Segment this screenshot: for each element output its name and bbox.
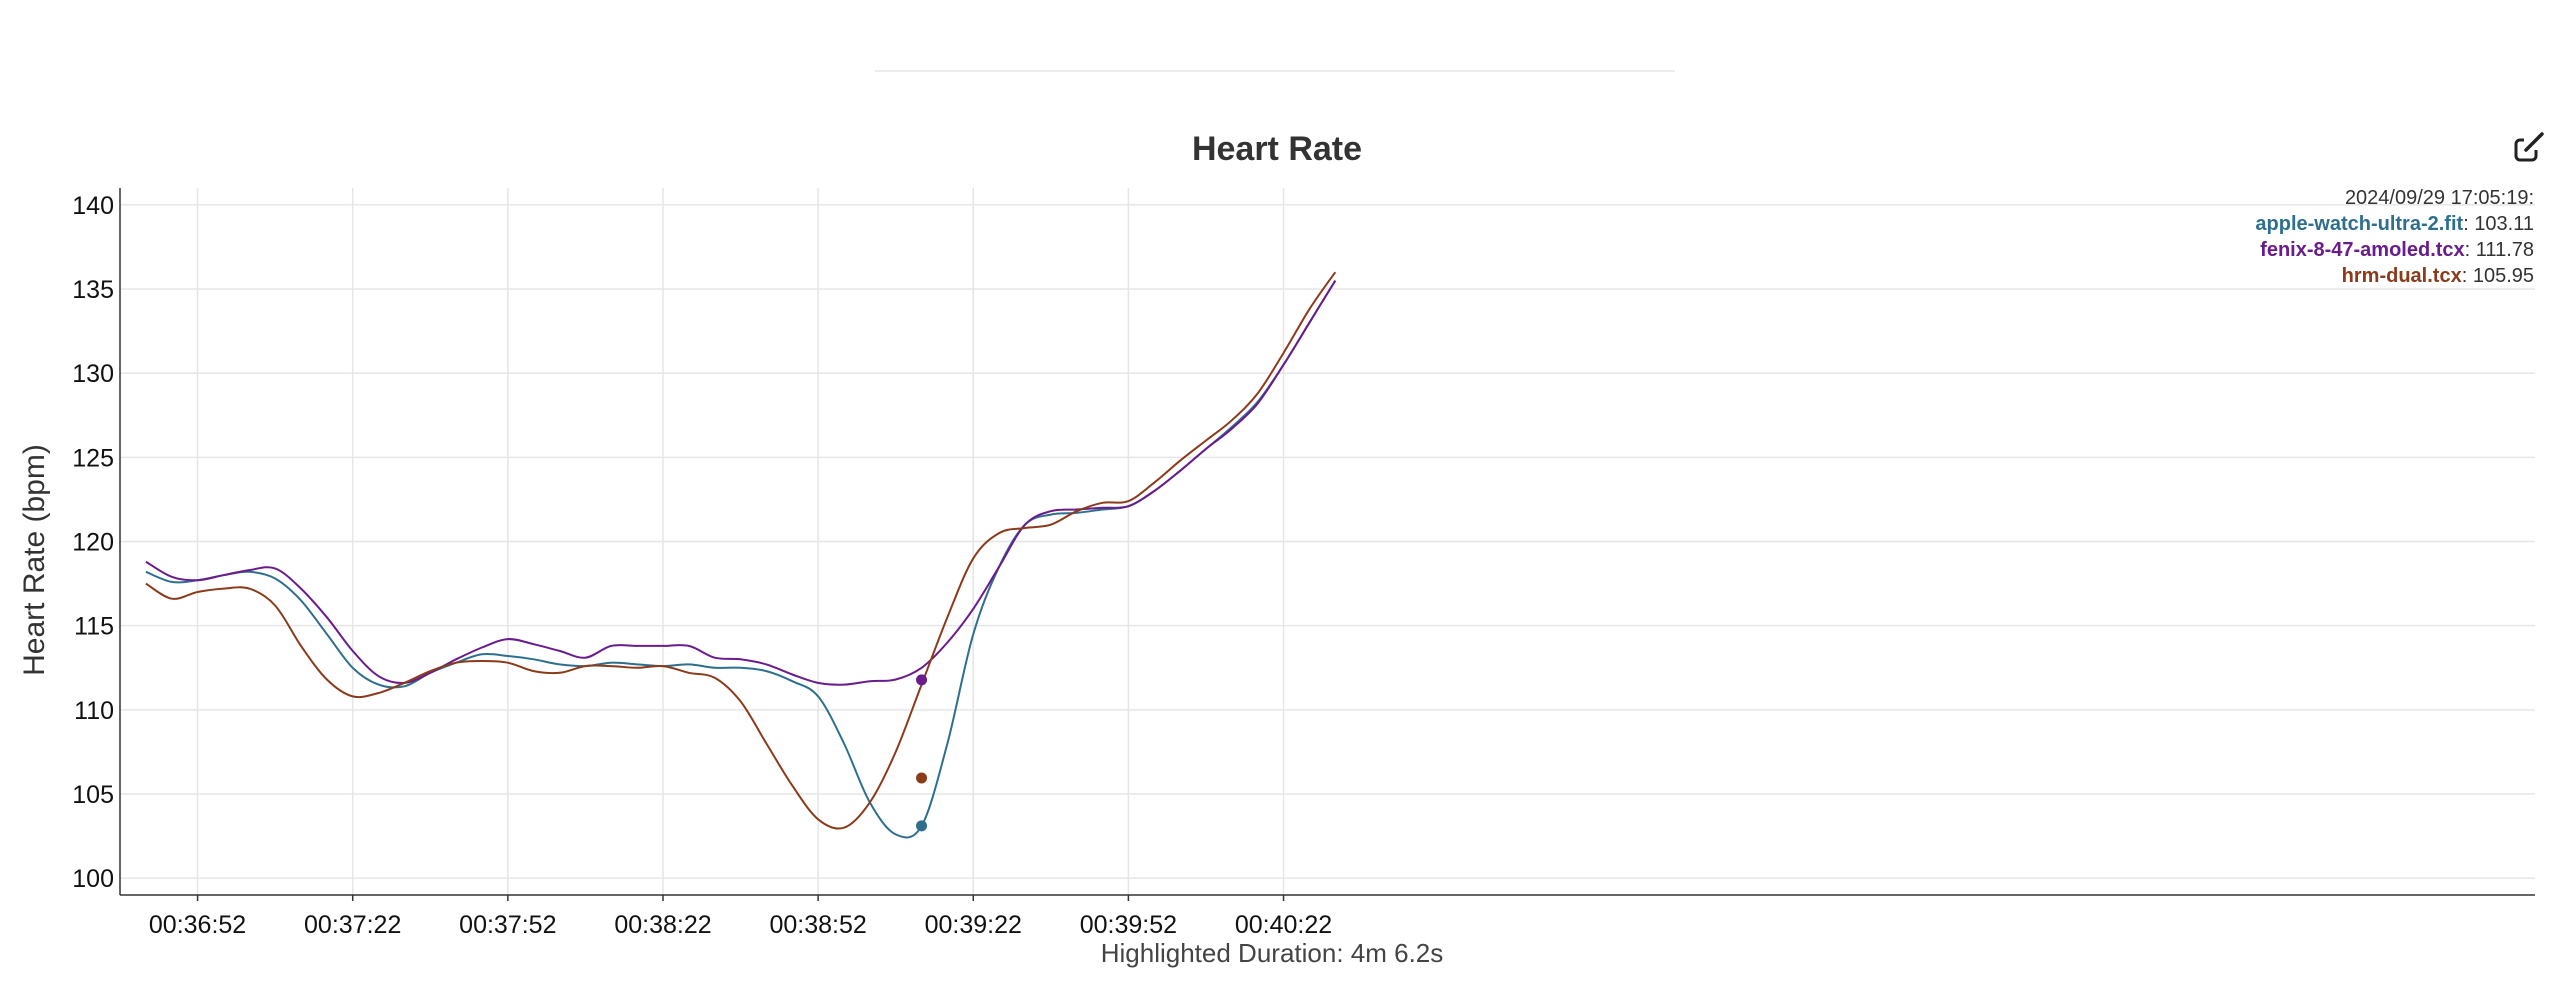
legend-separator: : xyxy=(2462,265,2473,287)
legend-timestamp: 2024/09/29 17:05:19: xyxy=(2345,187,2534,209)
x-tick-label: 00:39:22 xyxy=(925,911,1022,939)
y-tick-label: 115 xyxy=(74,613,114,641)
legend-item: fenix-8-47-amoled.tcx: 111.78 xyxy=(2260,239,2534,261)
y-axis-label: Heart Rate (bpm) xyxy=(18,444,51,676)
legend-separator: : xyxy=(2465,239,2476,261)
cursor-point xyxy=(916,674,927,685)
legend-series-value: 103.11 xyxy=(2474,213,2534,235)
series-layer xyxy=(146,272,1335,837)
y-tick-label: 100 xyxy=(72,865,114,893)
x-tick-label: 00:38:52 xyxy=(769,911,866,939)
legend-series-value: 111.78 xyxy=(2476,239,2534,261)
y-tick-label: 110 xyxy=(74,697,114,725)
x-tick-label: 00:39:52 xyxy=(1080,911,1177,939)
edit-icon[interactable] xyxy=(2516,134,2544,160)
y-tick-label: 105 xyxy=(72,781,114,809)
legend-series-value: 105.95 xyxy=(2473,265,2534,287)
x-tick-label: 00:36:52 xyxy=(149,911,246,939)
x-tick-label: 00:37:52 xyxy=(459,911,556,939)
y-tick-label: 130 xyxy=(72,360,114,388)
y-tick-label: 140 xyxy=(72,192,114,220)
legend-series-name: apple-watch-ultra-2.fit xyxy=(2255,213,2463,235)
cursor-markers xyxy=(916,674,927,831)
series-line xyxy=(146,272,1335,828)
legend: 2024/09/29 17:05:19: apple-watch-ultra-2… xyxy=(2255,187,2534,287)
highlighted-duration: Highlighted Duration: 4m 6.2s xyxy=(1101,938,1444,968)
y-tick-labels: 100 105 110 115 120 125 130 135 140 xyxy=(72,192,114,893)
series-line xyxy=(146,281,1335,685)
legend-separator: : xyxy=(2463,213,2474,235)
x-tick-labels: 00:36:52 00:37:22 00:37:52 00:38:22 00:38:52… xyxy=(149,911,1332,939)
series-line xyxy=(146,281,1335,838)
chart-title: Heart Rate xyxy=(1192,130,1362,168)
legend-item: apple-watch-ultra-2.fit: 103.11 xyxy=(2255,213,2534,235)
x-tick-label: 00:38:22 xyxy=(614,911,711,939)
cursor-point xyxy=(916,820,927,831)
legend-series-name: hrm-dual.tcx xyxy=(2342,265,2462,287)
x-tick-label: 00:37:22 xyxy=(304,911,401,939)
legend-series-name: fenix-8-47-amoled.tcx xyxy=(2260,239,2465,261)
y-tick-label: 135 xyxy=(72,276,114,304)
x-tick-label: 00:40:22 xyxy=(1235,911,1332,939)
cursor-point xyxy=(916,773,927,784)
y-tick-label: 125 xyxy=(72,444,114,472)
legend-item: hrm-dual.tcx: 105.95 xyxy=(2342,265,2534,287)
y-tick-label: 120 xyxy=(72,529,114,557)
